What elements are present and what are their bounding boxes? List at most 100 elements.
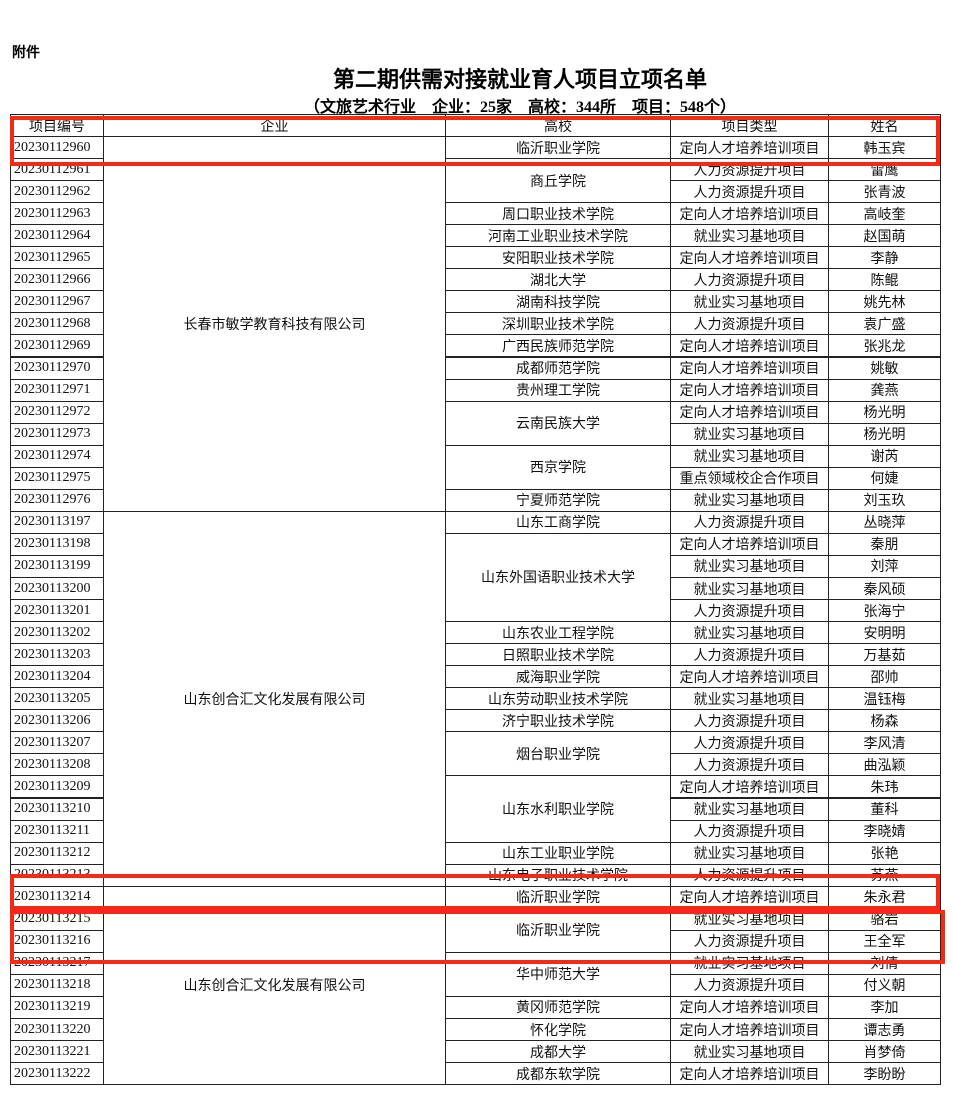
school-name: 济宁职业技术学院	[445, 709, 671, 733]
project-type: 定向人才培养培训项目	[670, 356, 829, 380]
project-id: 20230112970	[10, 356, 104, 380]
project-type: 就业实习基地项目	[670, 621, 829, 645]
project-type: 就业实习基地项目	[670, 488, 829, 512]
person-name: 秦朋	[828, 532, 941, 556]
person-name: 李盼盼	[828, 1062, 941, 1086]
project-type: 就业实习基地项目	[670, 422, 829, 446]
school-name: 成都东软学院	[445, 1062, 671, 1086]
person-name: 王全军	[828, 929, 941, 953]
project-type: 人力资源提升项目	[670, 312, 829, 336]
person-name: 杨森	[828, 709, 941, 733]
person-name: 李静	[828, 246, 941, 270]
person-name: 龚燕	[828, 378, 941, 402]
project-type: 就业实习基地项目	[670, 224, 829, 248]
project-id: 20230112966	[10, 268, 104, 292]
project-id: 20230112968	[10, 312, 104, 336]
company-name: 山东创合汇文化发展有限公司	[103, 885, 446, 1086]
school-name: 湖北大学	[445, 268, 671, 292]
project-type: 定向人才培养培训项目	[670, 995, 829, 1019]
person-name: 姚先林	[828, 290, 941, 314]
project-type: 定向人才培养培训项目	[670, 378, 829, 402]
project-type: 人力资源提升项目	[670, 268, 829, 292]
person-name: 谭志勇	[828, 1018, 941, 1042]
project-type: 就业实习基地项目	[670, 554, 829, 578]
highlight-box	[10, 910, 945, 964]
project-id: 20230113200	[10, 577, 104, 601]
person-name: 刘萍	[828, 554, 941, 578]
person-name: 陈鲲	[828, 268, 941, 292]
school-name: 周口职业技术学院	[445, 202, 671, 226]
project-type: 人力资源提升项目	[670, 753, 829, 777]
project-type: 人力资源提升项目	[670, 180, 829, 204]
person-name: 朱玮	[828, 775, 941, 799]
project-type: 人力资源提升项目	[670, 643, 829, 667]
person-name: 刘玉玖	[828, 488, 941, 512]
company-name: 山东创合汇文化发展有限公司	[103, 510, 446, 887]
project-id: 20230113209	[10, 775, 104, 799]
project-id: 20230112972	[10, 400, 104, 424]
project-type: 就业实习基地项目	[670, 290, 829, 314]
project-id: 20230113198	[10, 532, 104, 556]
project-id: 20230113218	[10, 973, 104, 997]
project-id: 20230113222	[10, 1062, 104, 1086]
highlight-box	[10, 874, 940, 910]
school-name: 威海职业学院	[445, 665, 671, 689]
person-name: 肖梦倚	[828, 1040, 941, 1064]
school-name: 山东外国语职业技术大学	[445, 532, 671, 623]
person-name: 韩玉宾	[828, 136, 941, 160]
school-name: 华中师范大学	[445, 951, 671, 997]
project-type: 人力资源提升项目	[670, 929, 829, 953]
project-id: 20230113221	[10, 1040, 104, 1064]
school-name: 山东工业职业学院	[445, 841, 671, 865]
school-name: 湖南科技学院	[445, 290, 671, 314]
school-name: 安阳职业技术学院	[445, 246, 671, 270]
project-id: 20230113201	[10, 599, 104, 623]
school-name: 临沂职业学院	[445, 885, 671, 909]
project-type: 人力资源提升项目	[670, 819, 829, 843]
project-type: 人力资源提升项目	[670, 709, 829, 733]
project-id: 20230113207	[10, 731, 104, 755]
project-id: 20230112969	[10, 334, 104, 358]
company-name: 长春市敏学教育科技有限公司	[103, 136, 446, 512]
school-name: 山东工商学院	[445, 510, 671, 534]
project-id: 20230113208	[10, 753, 104, 777]
school-name: 山东水利职业学院	[445, 775, 671, 843]
school-name: 山东农业工程学院	[445, 621, 671, 645]
project-id: 20230113202	[10, 621, 104, 645]
project-type: 就业实习基地项目	[670, 1040, 829, 1064]
project-id: 20230113203	[10, 643, 104, 667]
project-type: 就业实习基地项目	[670, 687, 829, 711]
project-type: 定向人才培养培训项目	[670, 1018, 829, 1042]
project-type: 定向人才培养培训项目	[670, 775, 829, 799]
project-type: 人力资源提升项目	[670, 731, 829, 755]
person-name: 赵国萌	[828, 224, 941, 248]
project-id: 20230112974	[10, 444, 104, 468]
project-id: 20230112976	[10, 488, 104, 512]
highlight-box	[10, 116, 940, 166]
school-name: 深圳职业技术学院	[445, 312, 671, 336]
person-name: 董科	[828, 797, 941, 821]
project-type: 人力资源提升项目	[670, 599, 829, 623]
project-id: 20230112973	[10, 422, 104, 446]
project-id: 20230112962	[10, 180, 104, 204]
school-name: 成都大学	[445, 1040, 671, 1064]
school-name: 成都师范学院	[445, 356, 671, 380]
project-type: 定向人才培养培训项目	[670, 1062, 829, 1086]
person-name: 秦风硕	[828, 577, 941, 601]
school-name: 临沂职业学院	[445, 136, 671, 160]
project-id: 20230112971	[10, 378, 104, 402]
person-name: 付义朝	[828, 973, 941, 997]
school-name: 云南民族大学	[445, 400, 671, 446]
school-name: 河南工业职业技术学院	[445, 224, 671, 248]
project-type: 定向人才培养培训项目	[670, 400, 829, 424]
project-type: 人力资源提升项目	[670, 510, 829, 534]
school-name: 贵州理工学院	[445, 378, 671, 402]
school-name: 日照职业技术学院	[445, 643, 671, 667]
person-name: 张青波	[828, 180, 941, 204]
project-id: 20230113210	[10, 797, 104, 821]
project-type: 定向人才培养培训项目	[670, 885, 829, 909]
project-type: 重点领域校企合作项目	[670, 466, 829, 490]
person-name: 万基茹	[828, 643, 941, 667]
